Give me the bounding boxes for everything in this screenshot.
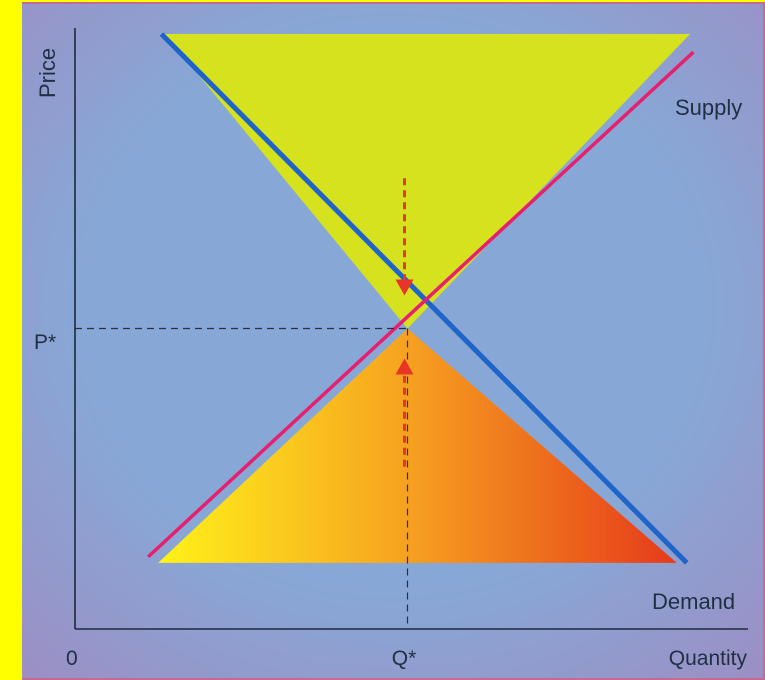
price-rise-arrow-head: [395, 358, 414, 375]
y-axis-label: Price: [35, 48, 60, 98]
quantity-equilibrium-label: Q*: [392, 647, 417, 670]
demand-curve: [159, 32, 689, 565]
price-fall-arrow-head: [395, 279, 414, 296]
surplus-region: [164, 34, 691, 329]
demand-curve-label: Demand: [652, 589, 735, 614]
price-equilibrium-label: P*: [34, 331, 56, 354]
origin-label: 0: [66, 647, 78, 670]
x-axis-label: Quantity: [669, 647, 748, 670]
supply-curve: [146, 50, 695, 559]
shortage-region: [158, 328, 677, 563]
supply-curve-label: Supply: [675, 95, 742, 120]
